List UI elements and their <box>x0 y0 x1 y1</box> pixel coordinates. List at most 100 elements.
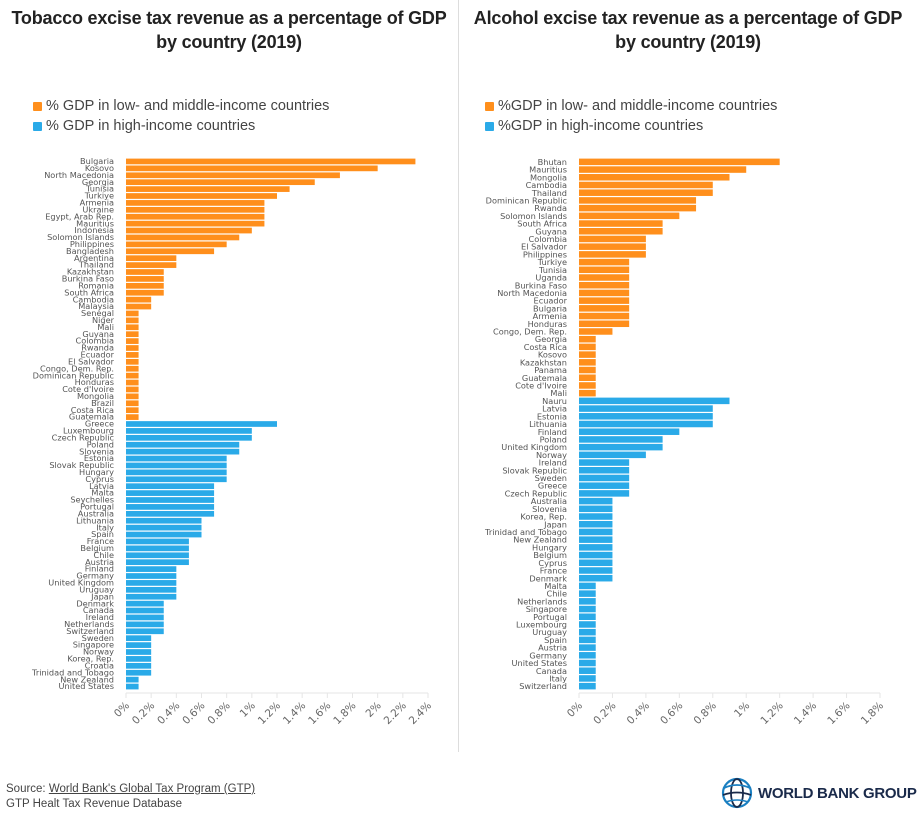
bar-south-africa <box>579 220 663 227</box>
category-label: Luxembourg <box>516 620 567 630</box>
tobacco-legend: % GDP in low- and middle-income countrie… <box>33 96 329 136</box>
x-tick-label: 2.4% <box>407 700 434 727</box>
category-label: Korea, Rep. <box>520 512 567 522</box>
category-label: Denmark <box>529 573 567 583</box>
category-label: Malta <box>544 581 567 591</box>
bar-bhutan <box>579 158 780 166</box>
bar-dominican-republic <box>126 372 139 379</box>
category-label: Hungary <box>79 467 114 477</box>
source-link[interactable]: World Bank's Global Tax Program (GTP) <box>48 783 256 795</box>
bar-turkiye <box>579 258 630 266</box>
category-label: El Salvador <box>521 242 568 252</box>
bar-singapore <box>126 642 152 648</box>
category-label: Tunisia <box>85 184 114 194</box>
x-tick-label: 1% <box>732 700 752 720</box>
bar-burkina-faso <box>579 281 630 289</box>
category-label: Cote d'Ivoire <box>515 381 567 391</box>
category-label: Mongolia <box>77 391 114 401</box>
category-label: Solomon Islands <box>47 232 114 242</box>
category-label: South Africa <box>517 219 567 229</box>
category-label: Kazakhstan <box>520 357 567 367</box>
bar-portugal <box>579 613 596 621</box>
bar-malta <box>126 490 215 496</box>
bar-costa-rica <box>126 407 139 414</box>
category-label: Sweden <box>82 633 114 643</box>
category-label: Senegal <box>81 308 114 318</box>
bar-guyana <box>126 331 139 338</box>
category-label: Belgium <box>533 550 567 560</box>
alcohol-legend: %GDP in low- and middle-income countries… <box>485 96 777 136</box>
category-label: Lithuania <box>76 515 114 525</box>
category-label: Malta <box>91 488 114 498</box>
category-label: Czech Republic <box>52 432 114 442</box>
category-label: Guatemala <box>69 412 114 422</box>
bar-new-zealand <box>579 536 613 543</box>
bar-honduras <box>126 379 139 386</box>
category-label: Tunisia <box>538 265 567 275</box>
legend-item-low-middle[interactable]: % GDP in low- and middle-income countrie… <box>33 96 329 116</box>
bar-chile <box>126 552 189 559</box>
bar-brazil <box>126 400 139 407</box>
category-label: Estonia <box>537 411 567 421</box>
bar-north-macedonia <box>126 172 340 179</box>
x-tick-label: 0.6% <box>180 700 207 727</box>
category-label: Chile <box>547 589 568 599</box>
bar-mali <box>126 324 139 331</box>
bar-italy <box>126 524 202 531</box>
category-label: Cyprus <box>85 474 114 484</box>
x-tick-label: 1.4% <box>281 700 308 727</box>
bar-thailand <box>126 262 177 268</box>
bar-united-states <box>579 659 596 667</box>
bar-netherlands <box>126 621 164 628</box>
category-label: Burkina Faso <box>515 280 567 290</box>
category-label: New Zealand <box>60 674 114 684</box>
category-label: Honduras <box>528 319 567 329</box>
legend-item-low-middle[interactable]: %GDP in low- and middle-income countries <box>485 96 777 116</box>
bar-new-zealand <box>126 676 139 683</box>
bar-slovenia <box>126 448 240 455</box>
bar-norway <box>579 451 646 459</box>
category-label: Norway <box>83 647 114 657</box>
legend-item-high[interactable]: %GDP in high-income countries <box>485 116 777 136</box>
category-label: Egypt, Arab Rep. <box>45 211 114 221</box>
category-label: Cambodia <box>73 294 114 304</box>
category-label: Greece <box>85 419 114 429</box>
bar-armenia <box>126 200 265 206</box>
category-label: Solomon Islands <box>500 211 567 221</box>
bar-colombia <box>126 338 139 344</box>
category-label: Canada <box>536 666 567 676</box>
legend-label: %GDP in low- and middle-income countries <box>498 98 778 114</box>
category-label: Georgia <box>82 177 114 187</box>
bar-france <box>579 567 613 574</box>
bar-seychelles <box>126 497 215 503</box>
bar-rwanda <box>126 345 139 351</box>
bar-greece <box>126 421 277 427</box>
category-label: Mauritius <box>529 165 567 175</box>
bar-indonesia <box>126 227 252 234</box>
bar-romania <box>126 282 164 289</box>
bar-norway <box>126 649 152 655</box>
bar-hungary <box>126 469 227 476</box>
alcohol-chart-panel: Alcohol excise tax revenue as a percenta… <box>459 0 917 760</box>
bar-korea-rep- <box>579 513 613 520</box>
bar-slovak-republic <box>579 467 630 474</box>
bar-estonia <box>126 455 227 462</box>
bar-italy <box>579 675 596 682</box>
alcohol-bar-chart: BhutanMauritiusMongoliaCambodiaThailandD… <box>484 157 886 727</box>
category-label: Spain <box>544 635 567 645</box>
bar-switzerland <box>126 628 164 635</box>
bar-solomon-islands <box>579 212 680 220</box>
bar-poland <box>126 441 240 448</box>
legend-item-high[interactable]: % GDP in high-income countries <box>33 116 329 136</box>
bar-niger <box>126 317 139 324</box>
category-label: Seychelles <box>70 495 114 505</box>
x-tick-label: 1.6% <box>825 700 852 727</box>
category-label: North Macedonia <box>497 288 567 298</box>
bar-germany <box>579 652 596 659</box>
category-label: Cote d'Ivoire <box>62 384 114 394</box>
category-label: Estonia <box>84 453 114 463</box>
category-label: Trinidad and Tobago <box>31 667 114 677</box>
category-label: Turkiye <box>537 257 567 267</box>
x-tick-label: 1.2% <box>256 700 283 727</box>
bar-uruguay <box>579 628 596 636</box>
